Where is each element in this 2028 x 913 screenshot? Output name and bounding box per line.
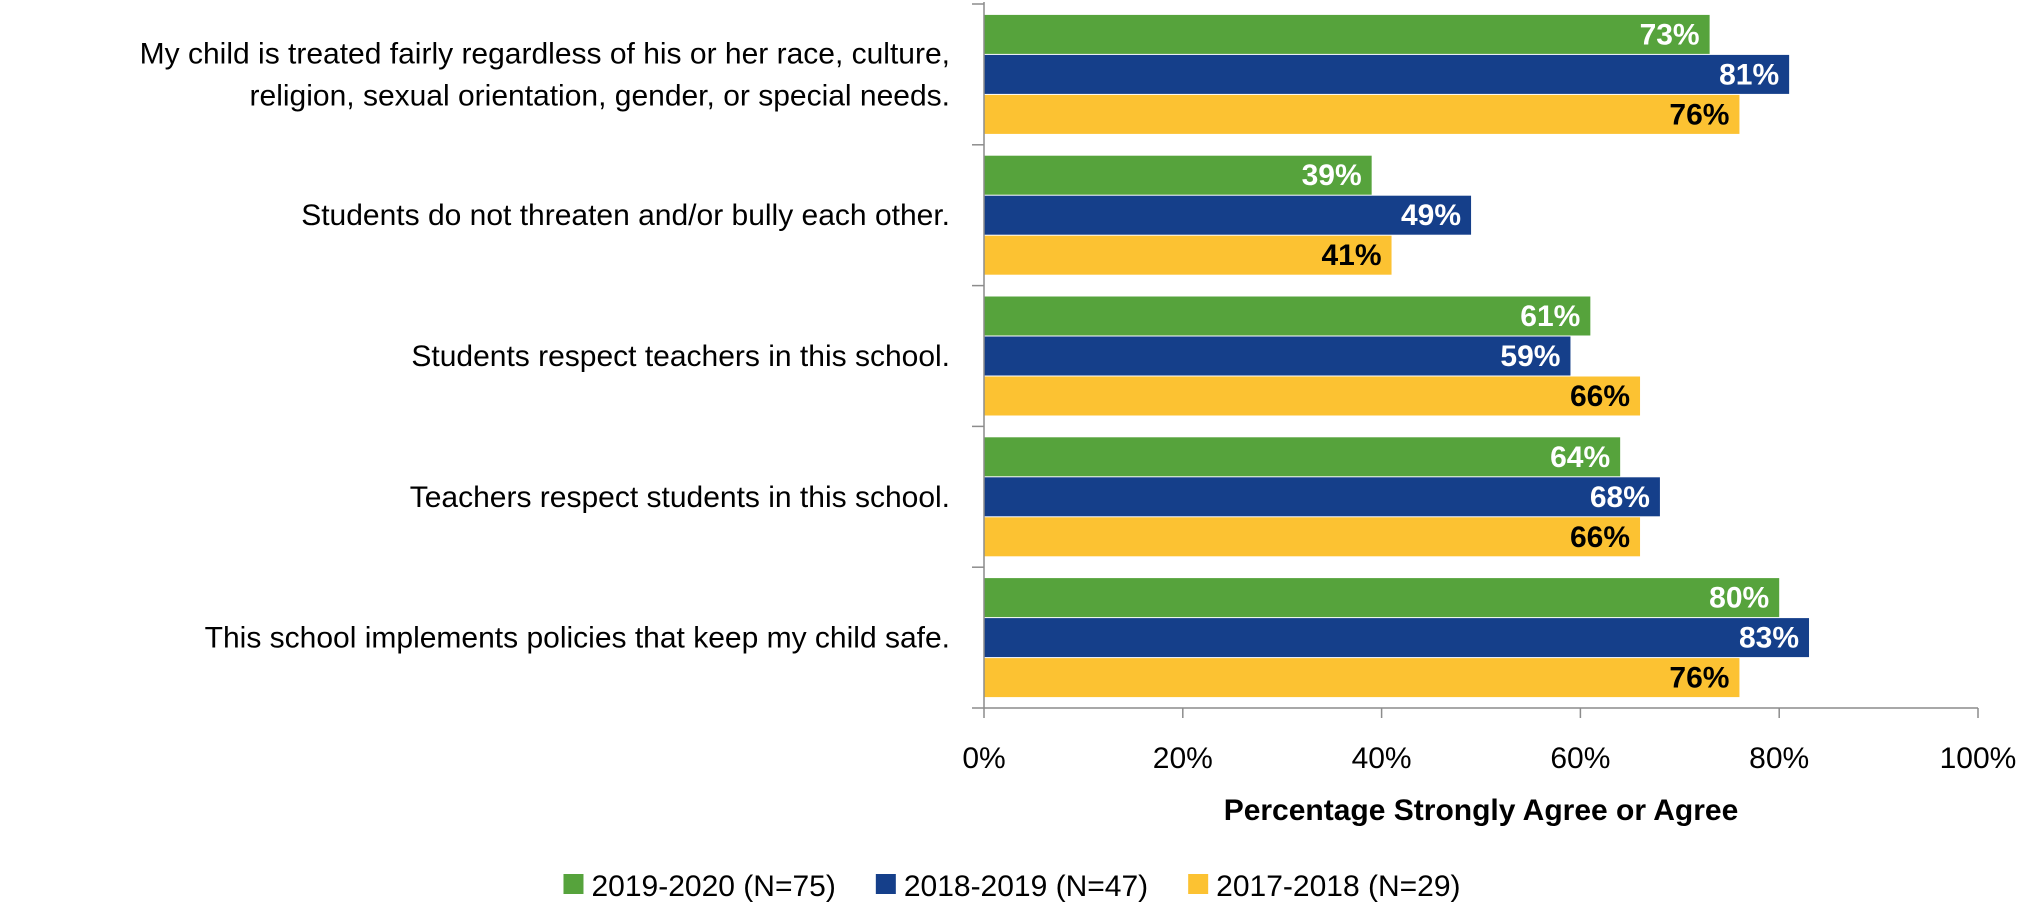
data-label-1-cat-2: 39%	[1302, 159, 1362, 192]
bars-layer: 73% 81% 76% 39% 49% 41% 61% 59% 66% 64% 68% 66% 80% 8…	[984, 14, 1810, 698]
bar-3-cat-3	[984, 376, 1641, 416]
category-labels: My child is treated fairly regardless of…	[140, 37, 950, 654]
bar-3-cat-2	[984, 235, 1392, 275]
bar-2-cat-4	[984, 477, 1660, 517]
x-tick-label-6: 100%	[1940, 742, 2017, 775]
legend-swatch-3	[1188, 874, 1209, 894]
data-label-1-cat-5: 80%	[1709, 582, 1769, 615]
legend-label-1: 2019-2020 (N=75)	[591, 870, 835, 903]
data-label-3-cat-1: 76%	[1669, 98, 1729, 131]
x-tick-label-3: 40%	[1352, 742, 1412, 775]
category-label-3: Students respect teachers in this school…	[411, 340, 950, 373]
data-label-3-cat-2: 41%	[1321, 239, 1381, 272]
x-tick-label-2: 20%	[1153, 742, 1213, 775]
bar-3-cat-5	[984, 658, 1740, 698]
bar-3-cat-1	[984, 94, 1740, 134]
bar-2-cat-1	[984, 54, 1790, 94]
category-label-line: My child is treated fairly regardless of…	[140, 37, 950, 70]
data-label-2-cat-2: 49%	[1401, 199, 1461, 232]
bar-1-cat-5	[984, 578, 1780, 618]
legend-swatch-2	[875, 874, 896, 894]
bar-1-cat-3	[984, 296, 1591, 336]
bar-1-cat-1	[984, 14, 1710, 54]
category-label-4: Teachers respect students in this school…	[410, 481, 950, 514]
legend-label-3: 2017-2018 (N=29)	[1216, 870, 1460, 903]
data-label-2-cat-1: 81%	[1719, 58, 1779, 91]
x-tick-label-1: 0%	[962, 742, 1005, 775]
data-label-2-cat-3: 59%	[1500, 340, 1560, 373]
data-label-2-cat-5: 83%	[1739, 622, 1799, 655]
category-label-line: Students do not threaten and/or bully ea…	[301, 199, 950, 232]
data-label-3-cat-5: 76%	[1669, 662, 1729, 695]
data-label-1-cat-1: 73%	[1640, 18, 1700, 51]
data-label-1-cat-4: 64%	[1550, 441, 1610, 474]
x-tick-label-4: 60%	[1550, 742, 1610, 775]
bar-3-cat-4	[984, 517, 1641, 557]
x-axis-title: Percentage Strongly Agree or Agree	[1224, 794, 1739, 827]
category-label-line: This school implements policies that kee…	[205, 622, 950, 655]
category-label-2: Students do not threaten and/or bully ea…	[301, 199, 950, 232]
legend: 2019-2020 (N=75) 2018-2019 (N=47) 2017-201…	[563, 870, 1461, 903]
bar-2-cat-2	[984, 195, 1472, 235]
bar-2-cat-5	[984, 618, 1810, 658]
data-label-2-cat-4: 68%	[1590, 481, 1650, 514]
axis-layer: 0% 20% 40% 60% 80% 100% Percentage Strongly Ag…	[962, 2, 2016, 827]
category-label-line: Students respect teachers in this school…	[411, 340, 950, 373]
bar-2-cat-3	[984, 336, 1571, 376]
data-label-3-cat-4: 66%	[1570, 521, 1630, 554]
legend-label-2: 2018-2019 (N=47)	[904, 870, 1148, 903]
legend-swatch-1	[563, 874, 584, 894]
category-label-line: religion, sexual orientation, gender, or…	[250, 79, 950, 112]
x-tick-label-5: 80%	[1749, 742, 1809, 775]
bar-1-cat-2	[984, 155, 1372, 195]
bar-1-cat-4	[984, 437, 1621, 477]
data-label-3-cat-3: 66%	[1570, 380, 1630, 413]
category-label-5: This school implements policies that kee…	[205, 622, 950, 655]
category-label-1: My child is treated fairly regardless of…	[140, 37, 950, 112]
data-label-1-cat-3: 61%	[1520, 300, 1580, 333]
category-label-line: Teachers respect students in this school…	[410, 481, 950, 514]
